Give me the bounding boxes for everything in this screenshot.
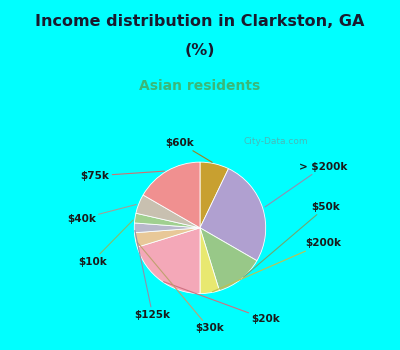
Text: Income distribution in Clarkston, GA: Income distribution in Clarkston, GA — [35, 14, 365, 28]
Wedge shape — [134, 223, 200, 233]
Text: $20k: $20k — [164, 282, 280, 324]
Text: $30k: $30k — [137, 242, 224, 333]
Wedge shape — [143, 162, 200, 228]
Text: $10k: $10k — [78, 220, 133, 267]
Wedge shape — [137, 228, 200, 294]
Text: $125k: $125k — [134, 231, 170, 320]
Text: $200k: $200k — [212, 238, 341, 292]
Text: $75k: $75k — [80, 171, 164, 181]
Wedge shape — [200, 228, 257, 290]
Wedge shape — [200, 162, 228, 228]
Text: $60k: $60k — [166, 138, 212, 162]
Wedge shape — [134, 228, 200, 247]
Wedge shape — [134, 213, 200, 228]
Wedge shape — [200, 169, 266, 261]
Text: City-Data.com: City-Data.com — [244, 137, 308, 146]
Text: Asian residents: Asian residents — [139, 79, 261, 93]
Text: (%): (%) — [185, 43, 215, 58]
Wedge shape — [136, 195, 200, 228]
Text: $50k: $50k — [243, 202, 340, 278]
Text: $40k: $40k — [67, 204, 136, 224]
Wedge shape — [200, 228, 219, 294]
Text: > $200k: > $200k — [265, 162, 348, 207]
